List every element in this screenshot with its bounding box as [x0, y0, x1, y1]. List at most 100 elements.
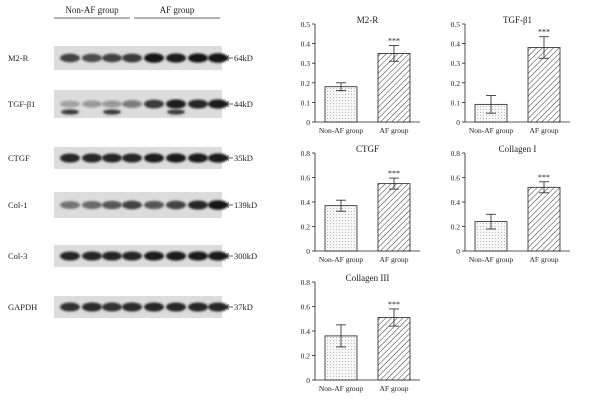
bar-non-af — [324, 86, 358, 123]
blot-band — [122, 153, 142, 163]
blot-band — [144, 99, 164, 109]
blot-band — [144, 200, 164, 210]
bar-af — [527, 186, 561, 252]
blot-band — [61, 109, 79, 115]
blot-row-label: Col-1 — [8, 200, 27, 210]
blot-band — [102, 100, 122, 108]
arrow-icon — [225, 202, 233, 208]
x-category-label: Non-AF group — [319, 255, 364, 264]
blot-row: Col-3 300kD — [8, 245, 257, 267]
blot-band — [188, 99, 208, 109]
x-category-label: AF group — [380, 126, 409, 135]
blot-band — [208, 153, 228, 163]
bar-chart-tgf-beta1: TGF-β1 0 0.1 0.2 0.3 0.4 0.5 Non-AF group AF gro… — [451, 15, 570, 135]
blot-row-label: TGF-β1 — [8, 99, 35, 109]
western-blot-panel: Non-AF group AF group M2-R 64kD TGF-β1 44kD… — [8, 5, 257, 318]
y-tick-label: 0.4 — [451, 198, 461, 207]
blot-size-label: 139kD — [234, 200, 257, 210]
bar-chart-collagen-i: Collagen I 0 0.2 0.4 0.6 0.8 Non-AF group AF gr… — [451, 144, 570, 264]
blot-band — [103, 109, 121, 115]
blot-band — [102, 251, 122, 261]
blot-band — [188, 153, 208, 163]
chart-title: TGF-β1 — [503, 15, 532, 25]
blot-band — [122, 100, 142, 108]
x-category-label: AF group — [530, 255, 559, 264]
y-tick-label: 0.4 — [301, 40, 311, 49]
blot-row-label: GAPDH — [8, 302, 37, 312]
y-tick-label: 0.3 — [451, 59, 461, 68]
blot-size-label: 64kD — [234, 53, 253, 63]
blot-band — [166, 200, 186, 210]
blot-band — [144, 53, 164, 63]
blot-band — [144, 302, 164, 312]
x-category-label: Non-AF group — [319, 126, 364, 135]
blot-band — [60, 201, 80, 209]
x-category-label: Non-AF group — [319, 384, 364, 393]
y-tick-label: 0 — [306, 376, 310, 385]
blot-band — [82, 153, 102, 163]
blot-band — [166, 153, 186, 163]
blot-band — [208, 251, 228, 261]
chart-title: Collagen I — [499, 144, 537, 154]
chart-title: Collagen III — [346, 273, 390, 283]
y-tick-label: 0.6 — [301, 174, 311, 183]
y-tick-label: 0.4 — [301, 198, 311, 207]
blot-band — [82, 100, 102, 108]
group-label-non-af: Non-AF group — [65, 5, 119, 15]
y-tick-label: 0 — [306, 247, 310, 256]
y-tick-label: 0.8 — [301, 149, 311, 158]
y-tick-label: 0.2 — [451, 223, 461, 232]
blot-band — [60, 153, 80, 163]
blot-band — [167, 109, 185, 115]
blot-size-label: 44kD — [234, 99, 253, 109]
bar-af — [377, 317, 411, 381]
blot-band — [208, 200, 228, 210]
blot-band — [82, 53, 102, 63]
y-tick-label: 0.8 — [451, 149, 461, 158]
blot-band — [208, 99, 228, 109]
significance-label: *** — [388, 169, 400, 178]
blot-band — [122, 200, 142, 210]
blot-band — [188, 251, 208, 261]
blot-band — [188, 200, 208, 210]
blot-band — [122, 251, 142, 261]
blot-size-label: 35kD — [234, 153, 253, 163]
blot-row-label: Col-3 — [8, 251, 27, 261]
blot-row: CTGF 35kD — [8, 147, 253, 169]
arrow-icon — [225, 253, 233, 259]
blot-band — [102, 53, 122, 63]
y-tick-label: 0.4 — [301, 327, 311, 336]
y-tick-label: 0.5 — [451, 20, 461, 29]
y-tick-label: 0.4 — [451, 40, 461, 49]
bar-af — [527, 47, 561, 123]
arrow-icon — [225, 55, 233, 61]
blot-size-label: 300kD — [234, 251, 257, 261]
y-tick-label: 0.1 — [301, 98, 311, 107]
bar-chart-collagen-iii: Collagen III 0 0.2 0.4 0.6 0.8 Non-AF group AF … — [301, 273, 420, 393]
x-category-label: AF group — [530, 126, 559, 135]
blot-row: TGF-β1 44kD — [8, 90, 253, 118]
x-category-label: Non-AF group — [469, 255, 514, 264]
blot-size-label: 37kD — [234, 302, 253, 312]
y-tick-label: 0.8 — [301, 278, 311, 287]
significance-label: *** — [388, 300, 400, 309]
y-tick-label: 0 — [306, 118, 310, 127]
y-tick-label: 0.6 — [451, 174, 461, 183]
bar-af — [377, 53, 411, 123]
bar-non-af — [324, 205, 358, 252]
x-category-label: Non-AF group — [469, 126, 514, 135]
blot-band — [60, 100, 80, 108]
y-tick-label: 0 — [456, 118, 460, 127]
blot-band — [166, 99, 186, 109]
blot-band — [122, 302, 142, 312]
blot-band — [144, 251, 164, 261]
bar-af — [377, 183, 411, 252]
blot-band — [82, 201, 102, 209]
blot-band — [208, 53, 228, 63]
blot-band — [188, 53, 208, 63]
blot-band — [166, 53, 186, 63]
y-tick-label: 0.1 — [451, 98, 461, 107]
significance-label: *** — [538, 173, 550, 182]
bar-chart-m2r: M2-R 0 0.1 0.2 0.3 0.4 0.5 Non-AF group AF group… — [301, 15, 420, 135]
y-tick-label: 0.6 — [301, 303, 311, 312]
